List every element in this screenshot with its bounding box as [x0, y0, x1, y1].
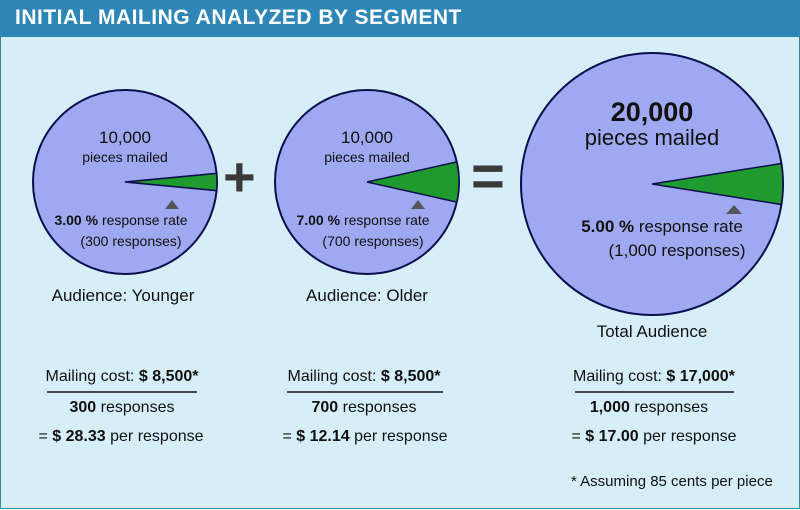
total-per-response: = $ 17.00 per response [554, 428, 754, 446]
younger-count-label: pieces mailed [82, 149, 168, 165]
younger-per-suffix: per response [110, 428, 204, 445]
younger-per-response: = $ 28.33 per response [21, 428, 221, 446]
younger-cost-label: Mailing cost: [45, 368, 135, 385]
pie-older-pointer-icon [411, 200, 425, 209]
total-rate: 5.00 % response rate [567, 217, 757, 237]
younger-count: 10,000 [99, 128, 151, 147]
older-cost-label: Mailing cost: [287, 368, 377, 385]
older-per-value: $ 12.14 [296, 428, 350, 445]
younger-cost: Mailing cost: $ 8,500* [37, 368, 207, 386]
older-responses-num: 700 [311, 399, 339, 416]
younger-per-prefix: = [38, 428, 53, 445]
older-per-response: = $ 12.14 per response [265, 428, 465, 446]
younger-responses-num: 300 [69, 399, 97, 416]
total-count: 20,000 [610, 97, 694, 127]
older-rate-value: 7.00 % [296, 212, 341, 228]
total-rate-value: 5.00 % [581, 217, 635, 236]
total-responses: (1,000 responses) [608, 241, 746, 260]
younger-rate-label: response rate [101, 212, 188, 228]
older-per-prefix: = [282, 428, 297, 445]
pie-older-response-slice [366, 161, 460, 203]
pie-total-pointer-icon [726, 205, 742, 214]
total-responses-word: responses [634, 399, 709, 416]
older-audience: Audience: Older [306, 286, 428, 305]
younger-per-value: $ 28.33 [52, 428, 106, 445]
total-cost: Mailing cost: $ 17,000* [564, 368, 744, 386]
pie-younger-pointer-icon [165, 200, 179, 209]
total-responses-num: 1,000 [589, 399, 630, 416]
older-cost: Mailing cost: $ 8,500* [279, 368, 449, 386]
younger-rate: 3.00 % response rate [41, 212, 201, 228]
younger-responses: (300 responses) [80, 233, 182, 249]
pie-total-response-slice [651, 162, 784, 206]
older-responses-word: responses [342, 399, 417, 416]
total-responses-total: 1,000 responses [564, 399, 734, 417]
older-rate-label: response rate [343, 212, 430, 228]
older-cost-value: $ 8,500* [380, 368, 441, 385]
plus-sign: + [223, 145, 256, 208]
total-count-label: pieces mailed [584, 125, 720, 150]
total-cost-value: $ 17,000* [666, 368, 735, 385]
younger-audience: Audience: Younger [51, 286, 195, 305]
older-rate: 7.00 % response rate [283, 212, 443, 228]
younger-responses-total: 300 responses [37, 399, 207, 417]
older-count-label: pieces mailed [324, 149, 410, 165]
total-cost-label: Mailing cost: [573, 368, 662, 385]
older-count: 10,000 [341, 128, 393, 147]
older-per-suffix: per response [354, 428, 448, 445]
older-responses-total: 700 responses [279, 399, 449, 417]
older-responses: (700 responses) [322, 233, 424, 249]
total-per-suffix: per response [643, 428, 737, 445]
younger-responses-word: responses [100, 399, 175, 416]
header-bar: INITIAL MAILING ANALYZED BY SEGMENT [1, 1, 799, 37]
equals-sign: = [471, 144, 505, 209]
pie-older [274, 89, 460, 275]
total-audience: Total Audience [596, 322, 708, 341]
total-per-value: $ 17.00 [585, 428, 639, 445]
total-rate-label: response rate [638, 217, 743, 236]
younger-rate-value: 3.00 % [54, 212, 99, 228]
pie-total [520, 52, 784, 316]
pie-younger [32, 89, 218, 275]
total-per-prefix: = [571, 428, 586, 445]
pie-younger-response-slice [124, 172, 218, 192]
footnote: * Assuming 85 cents per piece [571, 473, 773, 490]
header-title: INITIAL MAILING ANALYZED BY SEGMENT [15, 6, 462, 29]
younger-cost-value: $ 8,500* [138, 368, 199, 385]
